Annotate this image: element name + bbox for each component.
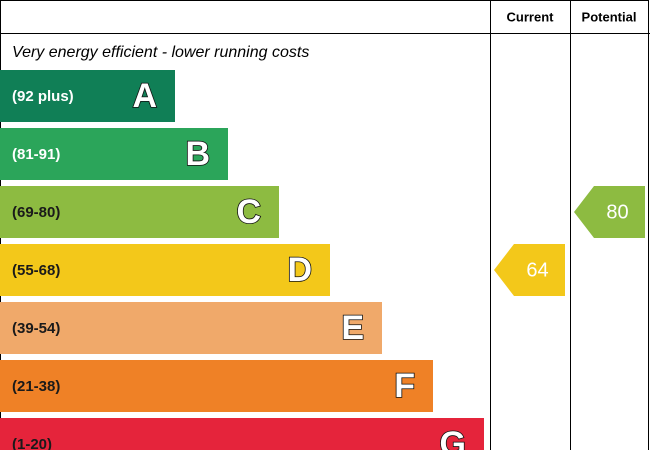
band-letter: D — [287, 251, 312, 289]
potential-header: Potential — [582, 9, 637, 24]
band-letter: F — [394, 367, 415, 405]
band-bar — [0, 302, 382, 354]
potential-pointer — [574, 186, 645, 238]
current-value: 64 — [526, 259, 548, 281]
band-letter: E — [341, 309, 364, 347]
band-bar — [0, 186, 279, 238]
current-pointer — [494, 244, 565, 296]
band-bar — [0, 244, 330, 296]
top-note: Very energy efficient - lower running co… — [12, 44, 309, 61]
band-range: (92 plus) — [12, 88, 74, 105]
band-letter: G — [440, 425, 466, 450]
current-header: Current — [507, 9, 555, 24]
band-letter: C — [236, 193, 261, 231]
band-range: (39-54) — [12, 320, 60, 337]
band-range: (81-91) — [12, 146, 60, 163]
band-letter: B — [185, 135, 210, 173]
band-range: (69-80) — [12, 204, 60, 221]
band-range: (1-20) — [12, 436, 52, 450]
band-range: (21-38) — [12, 378, 60, 395]
band-bar — [0, 418, 484, 450]
band-range: (55-68) — [12, 262, 60, 279]
potential-value: 80 — [606, 201, 628, 223]
band-bar — [0, 360, 433, 412]
band-letter: A — [132, 77, 157, 115]
band-bar — [0, 128, 228, 180]
band-bar — [0, 70, 175, 122]
